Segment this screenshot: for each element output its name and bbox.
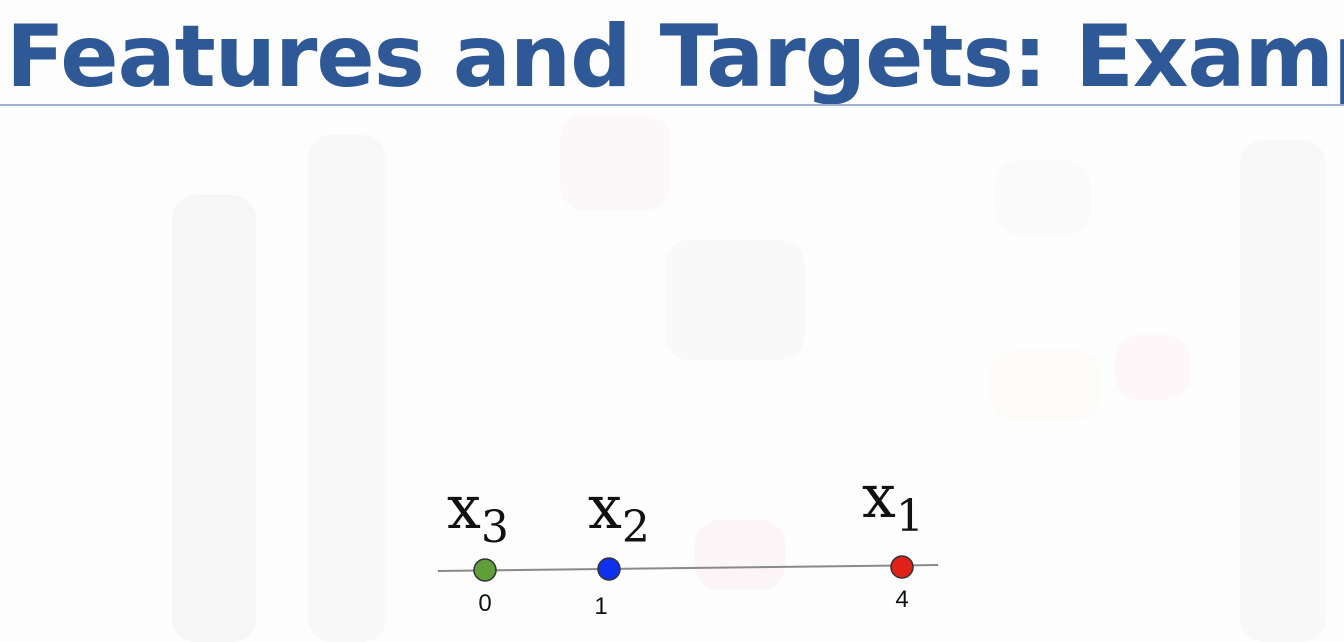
point-subscript-x1: 1 [896,491,924,542]
point-value-x1: 4 [895,586,908,613]
title-underline [0,104,1344,106]
background-artifact [990,350,1100,420]
point-subscript-x2: 2 [622,502,650,553]
slide-title: Features and Targets: Example [6,7,1344,107]
background-artifact [308,135,386,642]
point-marker-x3 [473,558,497,582]
background-artifact [995,160,1090,235]
point-marker-x1 [890,555,914,579]
background-artifact [1240,140,1326,642]
background-artifact [1115,335,1190,400]
background-artifact [560,115,670,210]
point-label-x1: x1 [862,462,924,542]
number-line [437,564,939,572]
point-label-x2: x2 [588,473,650,553]
background-artifact [695,520,785,590]
point-x3: x3 0 [447,473,509,617]
point-marker-x2 [597,557,621,581]
background-artifact [665,240,805,360]
point-x1: x1 4 [862,462,924,613]
point-subscript-x3: 3 [481,502,509,553]
point-x2: x2 1 [588,473,650,620]
point-label-x3: x3 [447,473,509,553]
background-artifact [172,195,256,642]
point-value-x2: 1 [594,593,607,620]
point-value-x3: 0 [478,590,491,617]
